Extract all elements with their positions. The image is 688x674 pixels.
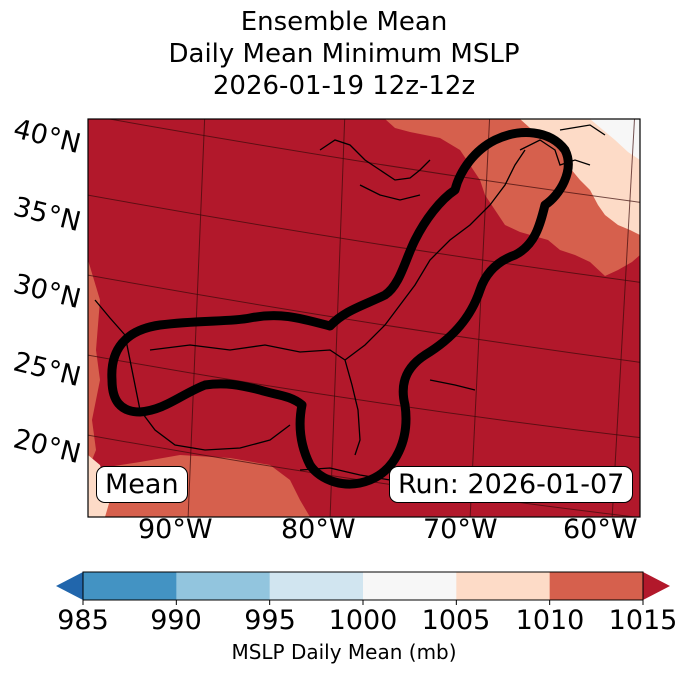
lon-label-70w: 70°W xyxy=(423,514,498,545)
pressure-field-1005-ne xyxy=(520,119,640,235)
colorbar-segment xyxy=(456,572,551,600)
colorbar-tickmarks xyxy=(82,600,644,605)
colorbar-segment xyxy=(83,572,177,600)
title-line-2: Daily Mean Minimum MSLP xyxy=(168,39,520,69)
lon-label-90w: 90°W xyxy=(138,514,213,545)
colorbar-tick-label: 1010 xyxy=(515,605,585,636)
title-line-3: 2026-01-19 12z-12z xyxy=(212,71,476,101)
colorbar-segment xyxy=(176,572,271,600)
pressure-field-1000-ne xyxy=(590,119,640,160)
colorbar xyxy=(56,571,670,605)
colorbar-tick-label: 990 xyxy=(150,605,202,636)
mean-box-label: Mean xyxy=(96,466,188,503)
colorbar-segment xyxy=(549,572,644,600)
colorbar-over-arrow xyxy=(643,572,670,600)
colorbar-tick-label: 985 xyxy=(57,605,109,636)
colorbar-axis-label: MSLP Daily Mean (mb) xyxy=(231,640,457,664)
colorbar-tick-label: 995 xyxy=(244,605,296,636)
colorbar-tick-label: 1000 xyxy=(328,605,398,636)
colorbar-tick-label: 1015 xyxy=(608,605,678,636)
colorbar-segment xyxy=(269,572,364,600)
colorbar-segments xyxy=(83,572,644,600)
colorbar-under-arrow xyxy=(56,572,83,600)
coastlines xyxy=(94,124,606,491)
run-box-label: Run: 2026-01-07 xyxy=(389,466,634,503)
pressure-field-1010-sw xyxy=(88,260,100,470)
title-line-1: Ensemble Mean xyxy=(240,7,448,37)
lon-label-80w: 80°W xyxy=(281,514,356,545)
colorbar-segment xyxy=(363,572,457,600)
mean-contour xyxy=(107,128,573,489)
map-panel xyxy=(88,119,640,517)
lon-label-60w: 60°W xyxy=(563,514,638,545)
colorbar-tick-label: 1005 xyxy=(421,605,491,636)
map-frame xyxy=(87,118,641,518)
